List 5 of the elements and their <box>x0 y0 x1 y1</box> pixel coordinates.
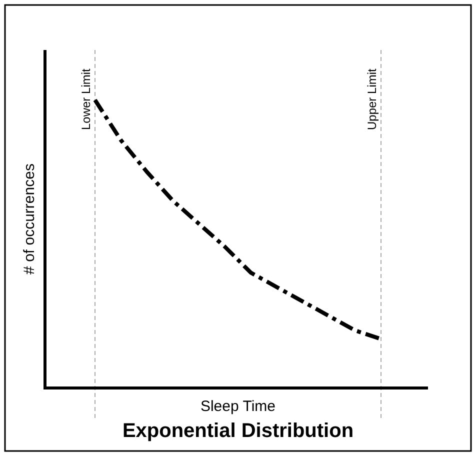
y-axis-title: # of occurrences <box>21 164 38 274</box>
x-axis-title: Sleep Time <box>200 398 276 415</box>
text: Upper Limit <box>365 68 379 130</box>
text: Exponential Distribution <box>122 420 354 442</box>
text: Lower Limit <box>79 68 93 130</box>
